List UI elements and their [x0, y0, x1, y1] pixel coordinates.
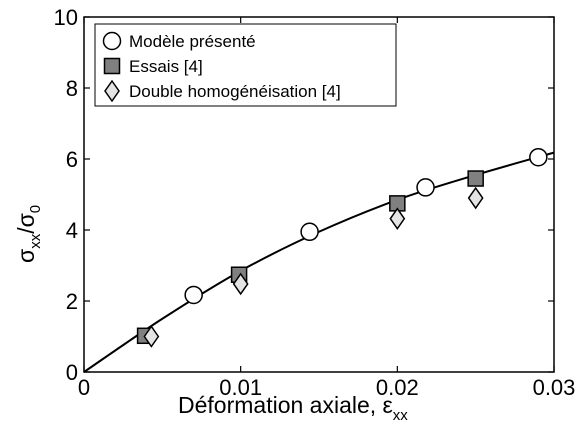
legend-label-0: Modèle présenté — [129, 32, 256, 51]
series-2-point-2 — [389, 207, 406, 230]
y-tick-label-3: 6 — [66, 147, 78, 172]
legend-label-2: Double homogénéisation [4] — [129, 82, 341, 101]
legend-marker-2 — [104, 79, 120, 103]
legend-marker-1 — [103, 57, 121, 75]
series-0-point-1 — [300, 222, 319, 242]
axes-frame — [83, 16, 555, 373]
y-axis-label: σxx/σ0 — [13, 205, 44, 263]
legend: Modèle présenté Essais [4] Double homogéné… — [94, 23, 397, 107]
y-tick-label-1: 2 — [66, 289, 78, 314]
y-tick-label-4: 8 — [66, 76, 78, 101]
legend-label-1: Essais [4] — [129, 57, 203, 76]
x-tick-label-2: 0.02 — [376, 375, 419, 400]
x-tick-label-1: 0.01 — [219, 375, 262, 400]
legend-box — [94, 23, 397, 107]
x-tick-label-3: 0.03 — [533, 375, 576, 400]
series-2-point-3 — [467, 186, 484, 210]
series-0-point-2 — [416, 178, 435, 197]
series-1-point-3 — [467, 170, 484, 187]
y-tick-label-2: 4 — [66, 218, 78, 243]
legend-marker-0 — [102, 31, 122, 51]
x-axis-label: Déformation axiale, εxx — [178, 392, 408, 424]
axes: 0 0.01 0.02 0.03 0 2 4 6 8 10 — [54, 5, 576, 400]
y-tick-label-0: 0 — [66, 360, 78, 385]
x-tick-label-0: 0 — [78, 375, 90, 400]
series-2-point-1 — [232, 272, 249, 296]
series-0-point-3 — [529, 147, 548, 167]
series-2-point-0 — [143, 325, 160, 348]
y-tick-label-5: 10 — [54, 5, 78, 30]
series-0-point-0 — [184, 285, 203, 305]
